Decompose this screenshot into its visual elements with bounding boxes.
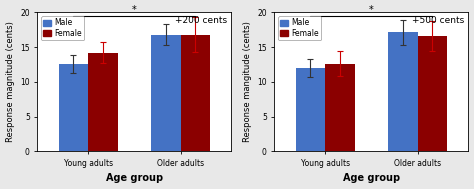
Bar (88, 53, 118, 151)
Y-axis label: Response magnitude (cents): Response magnitude (cents) (6, 21, 15, 142)
X-axis label: Age group: Age group (343, 174, 400, 184)
Bar (325, 64, 355, 151)
X-axis label: Age group: Age group (106, 174, 163, 184)
Text: +500 cents: +500 cents (412, 16, 465, 26)
Legend: Male, Female: Male, Female (278, 16, 321, 40)
Y-axis label: Response mangitude (cents): Response mangitude (cents) (243, 21, 252, 142)
Legend: Male, Female: Male, Female (41, 16, 84, 40)
Text: *: * (132, 5, 137, 15)
Bar (59, 64, 88, 151)
Bar (418, 36, 447, 151)
Bar (296, 68, 325, 151)
Bar (388, 33, 418, 151)
Bar (181, 35, 210, 151)
Text: +200 cents: +200 cents (175, 16, 228, 26)
Bar (151, 35, 181, 151)
Text: *: * (369, 5, 374, 15)
